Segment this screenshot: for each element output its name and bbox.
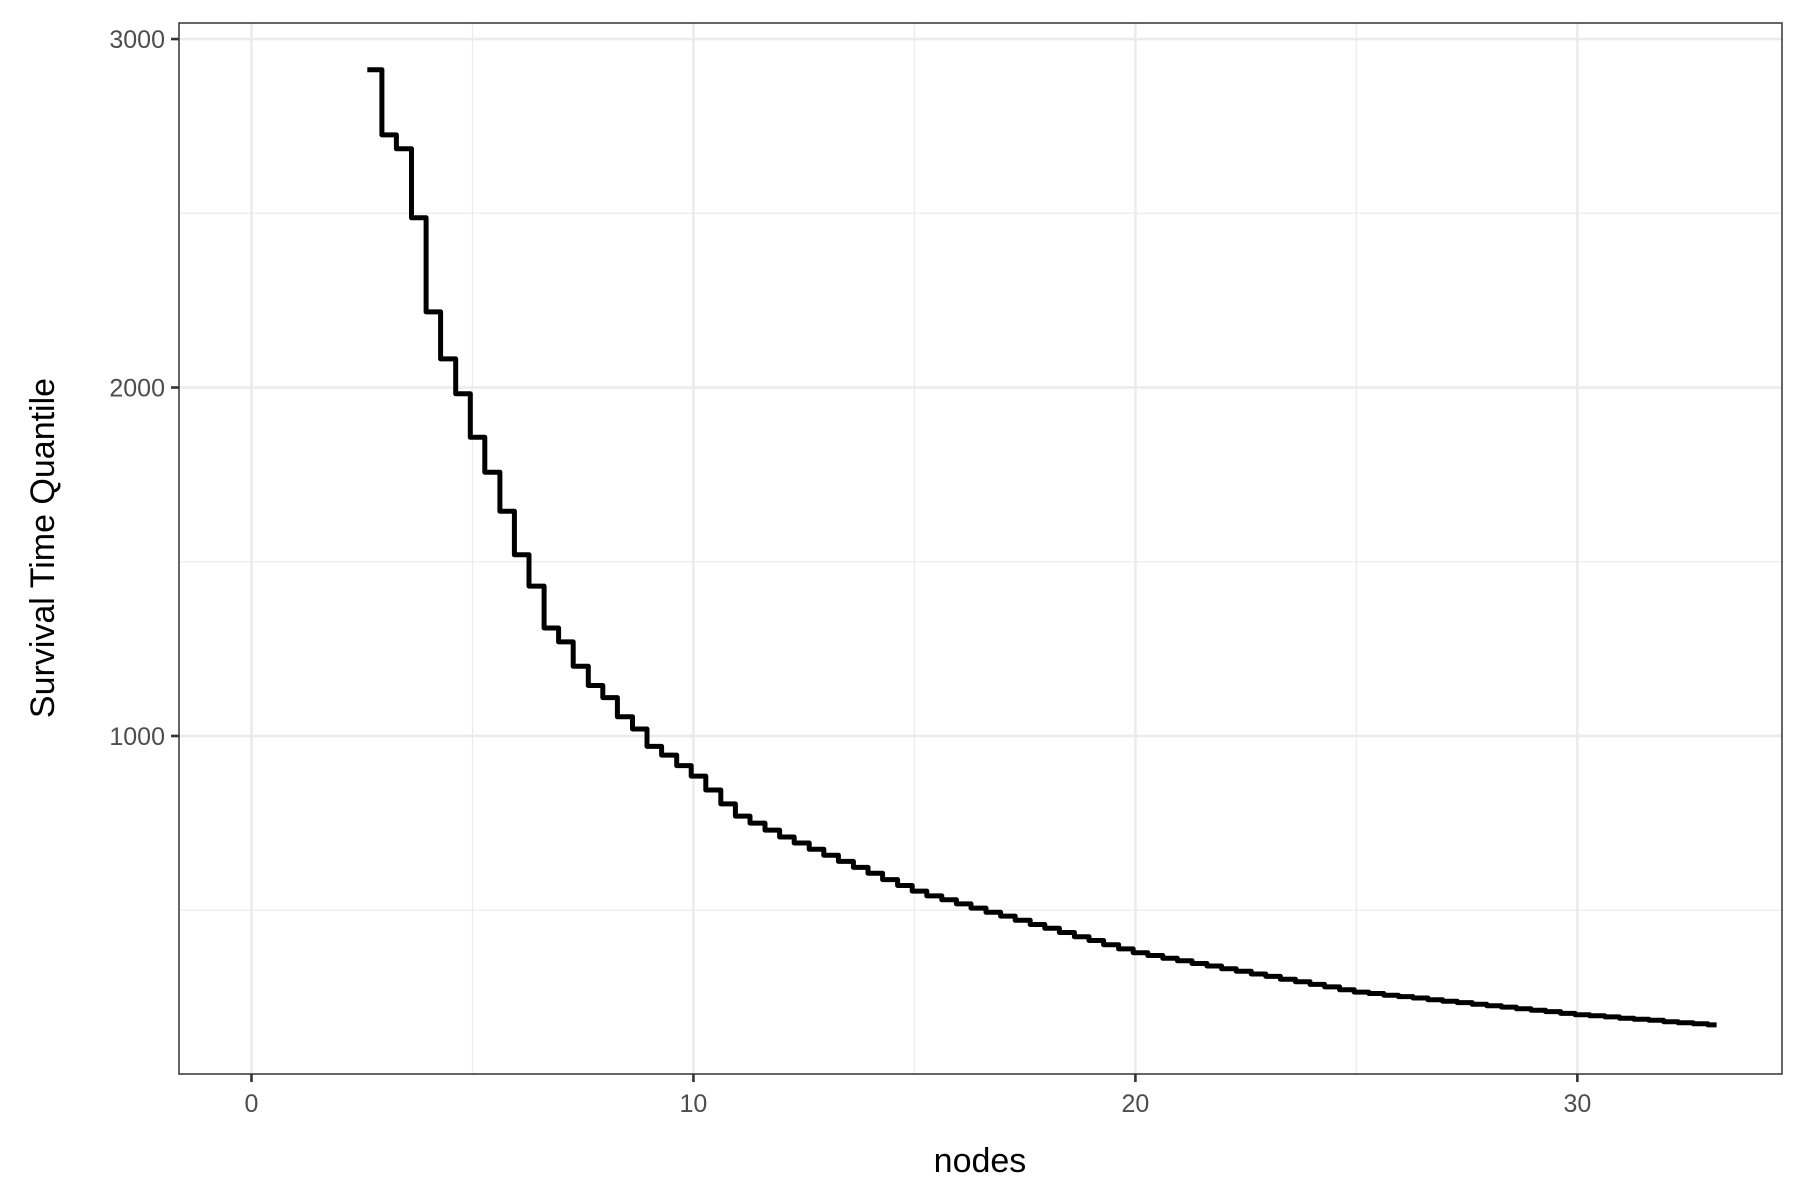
x-tick-label: 30 [1563,1090,1591,1118]
x-tick-label: 20 [1122,1090,1150,1118]
survival-quantile-step-line [367,67,1717,1028]
grid [179,23,1782,1074]
x-tick-label: 0 [245,1090,259,1118]
x-axis-title: nodes [934,1142,1027,1180]
y-axis-title: Survival Time Quantile [24,378,62,718]
y-tick-label: 2000 [109,375,165,403]
x-tick-label: 10 [680,1090,708,1118]
series [367,67,1717,1028]
panel-border [178,22,1783,1075]
axes: 0 10 20 30 1000 2000 3000 [109,26,1591,1118]
y-tick-label: 1000 [109,723,165,751]
y-tick-label: 3000 [109,26,165,54]
